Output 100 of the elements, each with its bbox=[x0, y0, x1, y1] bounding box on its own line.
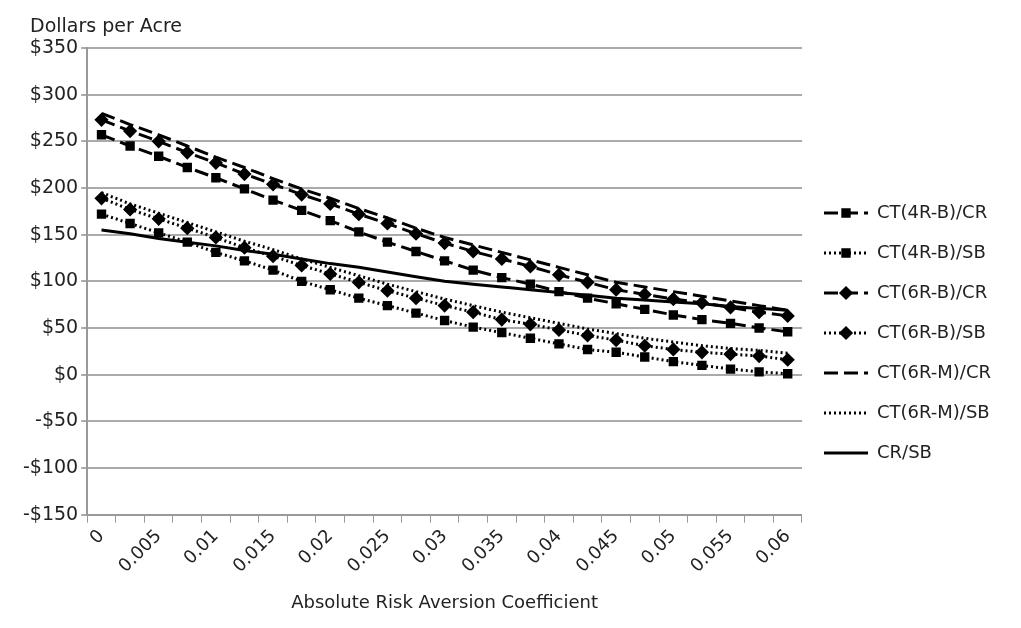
point bbox=[725, 318, 736, 329]
point bbox=[495, 313, 509, 327]
y-tick-label: $350 bbox=[29, 34, 79, 57]
y-tick-label: $100 bbox=[29, 268, 79, 291]
point bbox=[354, 293, 364, 303]
legend-label: CR/SB bbox=[877, 440, 932, 462]
point bbox=[325, 285, 335, 295]
y-tick-label: $150 bbox=[29, 221, 79, 244]
point bbox=[695, 296, 709, 310]
point bbox=[182, 162, 192, 173]
point bbox=[581, 328, 595, 342]
point bbox=[725, 364, 736, 374]
point bbox=[468, 265, 478, 275]
y-tick-label: $250 bbox=[29, 128, 79, 151]
point bbox=[752, 349, 766, 363]
point bbox=[325, 215, 335, 226]
point bbox=[409, 291, 423, 305]
y-axis-title: Dollars per Acre bbox=[30, 14, 182, 36]
point bbox=[95, 191, 109, 205]
point bbox=[525, 279, 536, 289]
point bbox=[180, 146, 194, 160]
point bbox=[781, 353, 795, 367]
point bbox=[695, 345, 709, 359]
point bbox=[668, 356, 679, 367]
point bbox=[209, 230, 223, 244]
point bbox=[239, 184, 250, 194]
point bbox=[611, 299, 621, 309]
point bbox=[752, 305, 766, 319]
legend-label: CT(6R-M)/SB bbox=[877, 400, 990, 422]
point bbox=[95, 113, 109, 127]
y-tick-label: $50 bbox=[41, 314, 79, 337]
y-tick-label: -$150 bbox=[22, 501, 79, 524]
point bbox=[380, 284, 394, 298]
point bbox=[295, 258, 309, 272]
point bbox=[466, 305, 480, 319]
point bbox=[609, 333, 623, 347]
point bbox=[439, 315, 450, 326]
point bbox=[354, 227, 364, 237]
point bbox=[152, 212, 166, 226]
point bbox=[495, 252, 509, 266]
point bbox=[697, 360, 707, 371]
point bbox=[323, 267, 337, 281]
point bbox=[180, 221, 194, 235]
point bbox=[609, 283, 623, 297]
point bbox=[154, 151, 164, 161]
point bbox=[154, 228, 164, 238]
point bbox=[409, 227, 423, 241]
point bbox=[724, 300, 738, 314]
point bbox=[125, 141, 135, 151]
point bbox=[266, 249, 280, 263]
point bbox=[523, 317, 537, 331]
point bbox=[668, 310, 679, 320]
legend-label: CT(6R-B)/CR bbox=[877, 280, 988, 302]
point bbox=[497, 328, 507, 338]
point bbox=[466, 244, 480, 258]
point bbox=[525, 333, 536, 343]
point bbox=[552, 323, 566, 337]
legend-label: CT(6R-B)/SB bbox=[877, 320, 986, 342]
point bbox=[268, 195, 278, 205]
point bbox=[125, 218, 135, 229]
point bbox=[152, 134, 166, 148]
y-tick-label: $300 bbox=[29, 81, 79, 104]
y-tick-label: $200 bbox=[29, 174, 79, 197]
y-tick-label: $0 bbox=[54, 361, 79, 384]
point bbox=[237, 167, 251, 181]
point bbox=[666, 292, 680, 306]
point bbox=[352, 275, 366, 289]
point bbox=[296, 205, 307, 216]
point bbox=[182, 237, 192, 247]
point bbox=[783, 369, 793, 379]
point bbox=[296, 276, 307, 287]
point bbox=[266, 177, 280, 191]
point bbox=[438, 236, 452, 250]
point bbox=[209, 156, 223, 170]
point bbox=[554, 286, 564, 297]
point bbox=[754, 367, 764, 377]
point bbox=[380, 216, 394, 230]
point bbox=[582, 293, 593, 303]
point bbox=[323, 197, 337, 211]
point bbox=[237, 241, 251, 255]
point bbox=[666, 342, 680, 356]
point bbox=[239, 256, 250, 266]
point bbox=[581, 275, 595, 289]
point bbox=[439, 256, 450, 266]
point bbox=[497, 272, 507, 283]
legend-label: CT(6R-M)/CR bbox=[877, 360, 992, 382]
legend-label: CT(4R-B)/CR bbox=[877, 200, 988, 222]
point bbox=[352, 207, 366, 221]
point bbox=[411, 308, 421, 318]
point bbox=[268, 265, 278, 275]
point bbox=[611, 347, 621, 357]
x-tick-label: 0 bbox=[84, 524, 108, 548]
point bbox=[211, 247, 221, 258]
x-axis-title: Absolute Risk Aversion Coefficient bbox=[291, 590, 599, 612]
point bbox=[724, 347, 738, 361]
point bbox=[411, 246, 421, 257]
point bbox=[468, 322, 478, 332]
point bbox=[640, 352, 650, 362]
point bbox=[382, 237, 393, 247]
legend-label: CT(4R-B)/SB bbox=[877, 240, 986, 262]
